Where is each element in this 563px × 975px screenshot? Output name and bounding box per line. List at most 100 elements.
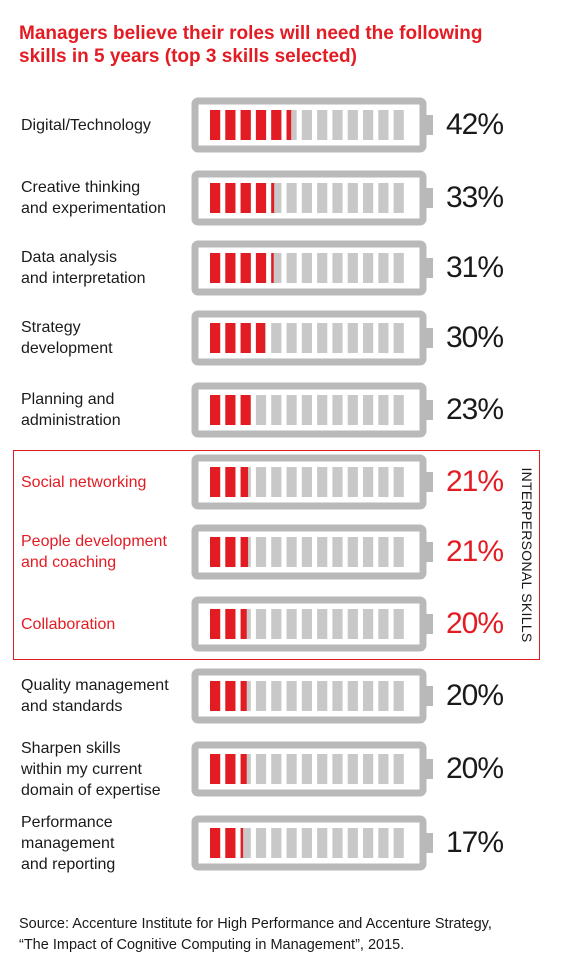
source-note: Source: Accenture Institute for High Per… [19, 914, 559, 956]
battery-cell [378, 681, 389, 711]
battery-fill-mark [210, 609, 221, 639]
battery-cell [317, 395, 328, 425]
battery-cell [301, 537, 312, 567]
category-label: Digital/Technology [21, 115, 151, 136]
battery-cell [347, 754, 358, 784]
battery-cell [378, 183, 389, 213]
battery-fill-mark [225, 253, 236, 283]
battery-icon [191, 596, 433, 652]
battery-terminal [424, 258, 433, 278]
battery-cell [393, 609, 404, 639]
battery-cell [378, 609, 389, 639]
battery-cell [363, 110, 374, 140]
category-label-line: and coaching [21, 554, 117, 571]
battery-terminal [424, 115, 433, 135]
battery-cell [393, 537, 404, 567]
battery-cell [363, 828, 374, 858]
battery-cell [286, 467, 297, 497]
battery-cell [378, 395, 389, 425]
value-label: 30% [446, 321, 504, 354]
chart-title: Managers believe their roles will need t… [19, 22, 549, 68]
battery-cell [378, 253, 389, 283]
battery-cell [317, 183, 328, 213]
category-label-line: Creative thinking [21, 179, 141, 196]
battery-cell [286, 828, 297, 858]
category-label-line: Collaboration [21, 615, 116, 633]
battery-cell [240, 828, 251, 858]
battery-cell [271, 537, 282, 567]
battery-cell [301, 828, 312, 858]
battery-cell [347, 467, 358, 497]
battery-fill-mark [240, 395, 251, 425]
battery-casing [191, 454, 427, 510]
battery-icon [191, 240, 433, 296]
battery-cell [317, 110, 328, 140]
battery-fill-mark [210, 754, 221, 784]
battery-terminal [424, 614, 433, 634]
battery-cell [317, 828, 328, 858]
battery-cell [363, 323, 374, 353]
battery-cell [347, 183, 358, 213]
battery-cell [332, 754, 343, 784]
battery-cell [286, 183, 297, 213]
category-label-line: Sharpen skills [21, 739, 121, 757]
chart-title-line-2: skills in 5 years (top 3 skills selected… [19, 46, 357, 67]
battery-cell [301, 681, 312, 711]
battery-icon [191, 815, 433, 871]
category-label-line: within my current [21, 760, 142, 778]
battery-fill-mark [210, 537, 221, 567]
interpersonal-skills-group-box [13, 450, 540, 660]
battery-fill-mark [225, 183, 236, 213]
battery-cell [271, 828, 282, 858]
value-label: 23% [446, 393, 504, 426]
battery-cell [363, 754, 374, 784]
battery-cell [347, 110, 358, 140]
battery-fill-mark [225, 323, 236, 353]
battery-cell [301, 183, 312, 213]
battery-cell [317, 253, 328, 283]
battery-cell [317, 467, 328, 497]
battery-fill-mark [225, 395, 236, 425]
battery-casing [191, 596, 427, 652]
battery-cell [332, 395, 343, 425]
battery-cell [255, 395, 267, 425]
value-label: 21% [446, 535, 504, 568]
battery-fill-mark [210, 110, 221, 140]
battery-fill-mark [225, 467, 236, 497]
source-line-1: Source: Accenture Institute for High Per… [19, 916, 492, 932]
battery-cell [347, 828, 358, 858]
battery-casing [191, 382, 427, 438]
battery-fill-mark [210, 828, 221, 858]
battery-fill-mark [225, 609, 236, 639]
battery-fill-mark [286, 110, 292, 140]
battery-cell [347, 323, 358, 353]
battery-cell [286, 537, 297, 567]
battery-icon [191, 310, 433, 366]
battery-terminal [424, 833, 433, 853]
category-label-line: and reporting [21, 855, 116, 873]
battery-cell [255, 828, 267, 858]
battery-cell [393, 183, 404, 213]
battery-fill-mark [210, 183, 221, 213]
category-label-line: administration [21, 412, 121, 429]
battery-cell [301, 609, 312, 639]
battery-fill-mark [240, 467, 249, 497]
battery-icon [191, 97, 433, 153]
battery-fill-mark [255, 183, 267, 213]
value-label: 42% [446, 108, 504, 141]
battery-cell [271, 323, 282, 353]
category-label: Creative thinking and experimentation [21, 177, 166, 219]
source-line-2: “The Impact of Cognitive Computing in Ma… [19, 937, 405, 953]
battery-fill-mark [271, 110, 282, 140]
battery-cell [271, 681, 282, 711]
battery-cell [393, 110, 404, 140]
battery-cell [393, 253, 404, 283]
battery-cell [271, 183, 282, 213]
battery-cell [393, 754, 404, 784]
category-label-line: and interpretation [21, 270, 146, 287]
category-label-line: Strategy [21, 319, 81, 336]
battery-icon [191, 170, 433, 226]
battery-fill-mark [225, 110, 236, 140]
battery-cell [271, 253, 282, 283]
category-label-line: Social networking [21, 473, 147, 491]
